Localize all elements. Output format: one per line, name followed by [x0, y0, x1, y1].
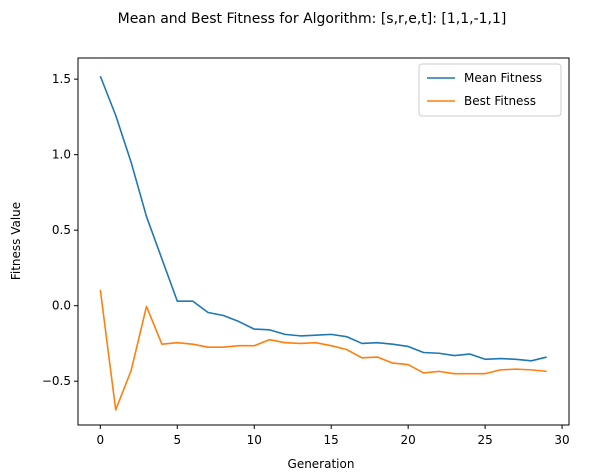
chart-title: Mean and Best Fitness for Algorithm: [s,…	[118, 11, 507, 27]
x-tick-label: 30	[554, 433, 569, 447]
series-line-best-fitness	[99, 289, 547, 411]
y-tick-label: 1.0	[52, 148, 71, 162]
series-layer	[99, 75, 547, 411]
plot-area-frame	[77, 57, 570, 426]
x-axis-label: Generation	[288, 457, 355, 471]
x-axis-ticks: 0 5 10 15 20 25 30	[96, 425, 570, 447]
x-tick-label: 20	[401, 433, 416, 447]
legend-label: Mean Fitness	[464, 71, 542, 85]
x-tick-label: 15	[324, 433, 339, 447]
legend: Mean Fitness Best Fitness	[418, 63, 562, 117]
legend-label: Best Fitness	[464, 94, 536, 108]
x-tick-label: 0	[96, 433, 104, 447]
series-line-mean-fitness	[99, 75, 547, 362]
y-axis-ticks: −0.5 0.0 0.5 1.0 1.5	[42, 72, 78, 388]
y-tick-label: 0.0	[52, 299, 71, 313]
x-tick-label: 25	[477, 433, 492, 447]
y-axis-label: Fitness Value	[9, 202, 23, 280]
y-tick-label: −0.5	[42, 374, 71, 388]
legend-box	[418, 63, 562, 117]
x-tick-label: 5	[173, 433, 181, 447]
x-tick-label: 10	[247, 433, 262, 447]
y-tick-label: 0.5	[52, 223, 71, 237]
y-tick-label: 1.5	[52, 72, 71, 86]
